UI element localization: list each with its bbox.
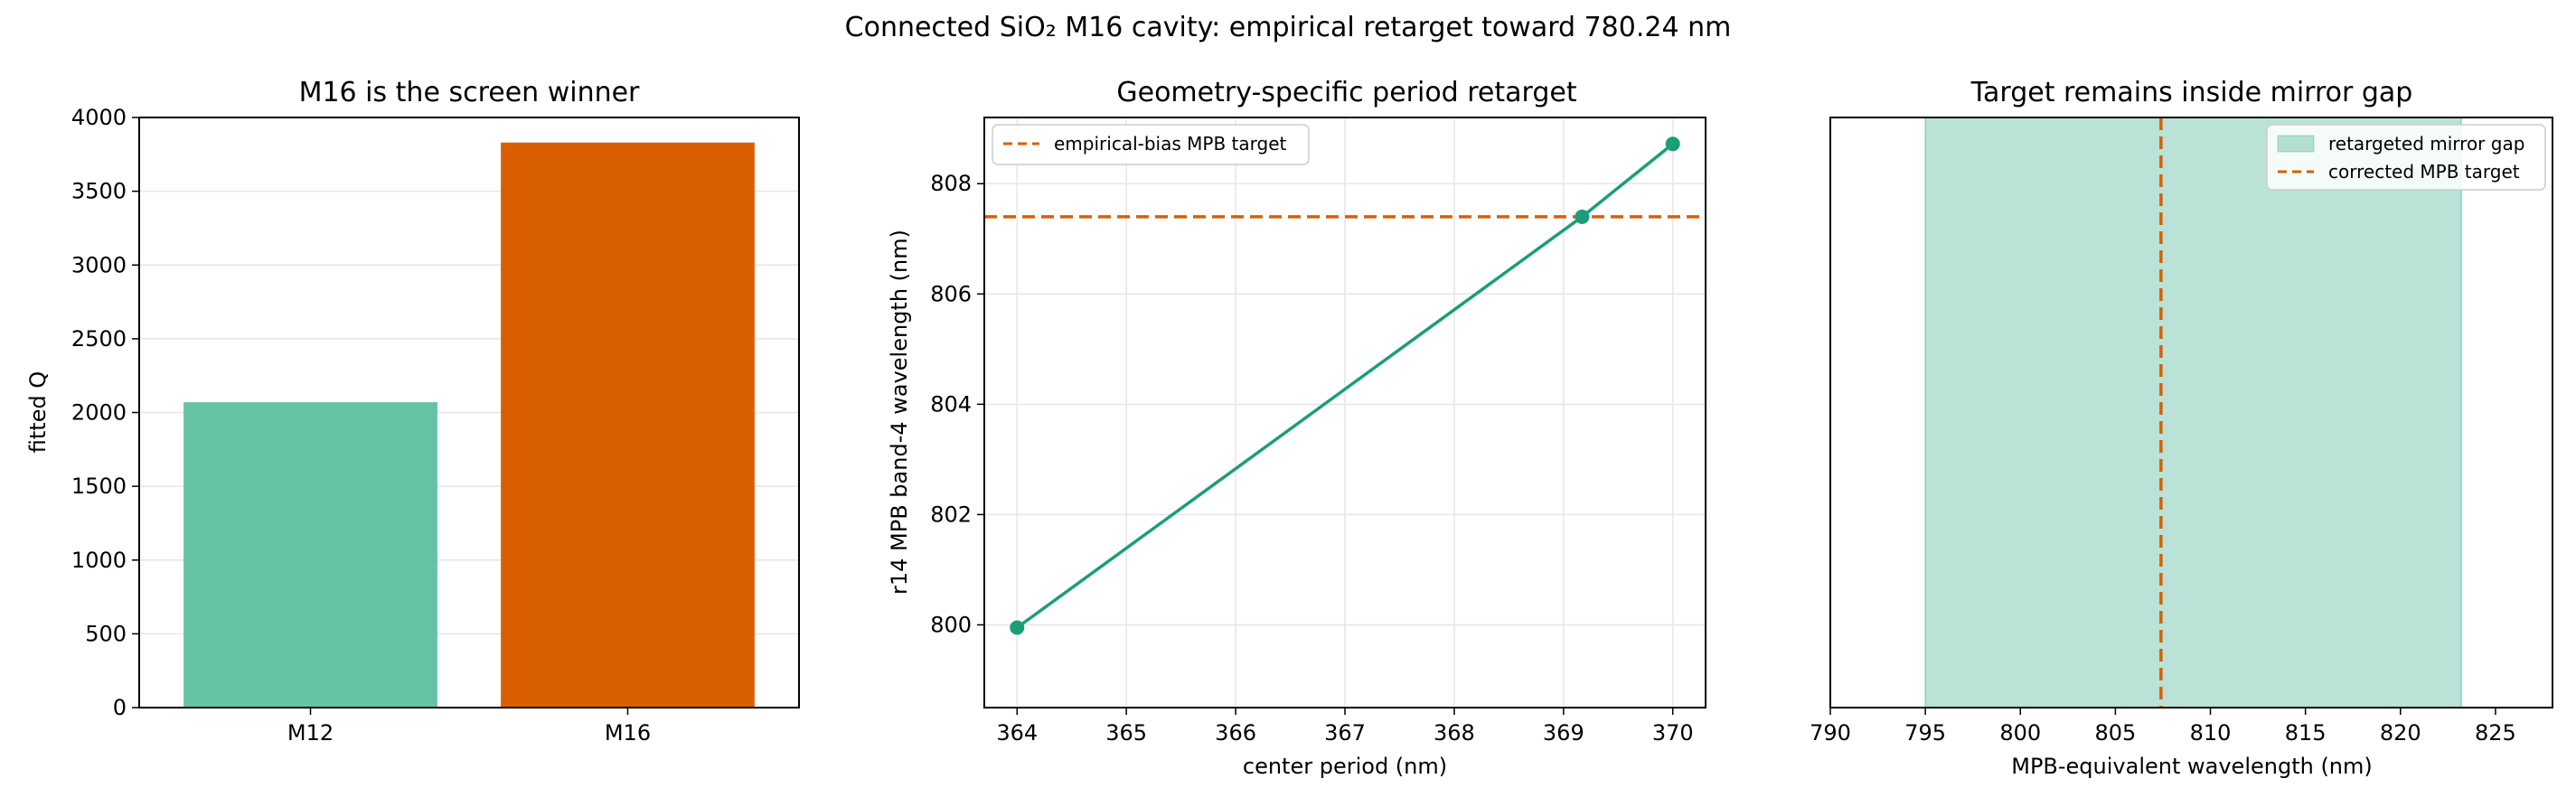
panel-1-bars: [183, 142, 755, 708]
y-tick-label: 808: [930, 171, 972, 196]
x-tick-label: 364: [996, 720, 1038, 746]
panel-3-plot: [1924, 117, 2463, 708]
y-tick-label: 2500: [71, 326, 127, 352]
panel-3-axes-frame: [1829, 117, 2553, 708]
x-tick-label: 795: [1904, 720, 1946, 746]
y-tick-label: 1500: [71, 474, 127, 499]
y-tick-label: 802: [930, 502, 972, 527]
bar-m12: [183, 402, 437, 708]
legend-label-hline: empirical-bias MPB target: [1054, 133, 1286, 155]
data-point: [1010, 620, 1025, 635]
y-tick-label: 3500: [71, 179, 127, 204]
y-tick-label: 500: [85, 621, 127, 646]
mirror-gap-span: [1924, 117, 2463, 708]
panel-1-ticks: 0 500 1000 1500 2000 2500 3000 3500 4000 M12 M16: [71, 105, 651, 746]
figure-title: Connected SiO₂ M16 cavity: empirical ret…: [845, 12, 1732, 43]
panel-span-chart: Target remains inside mirror gap 790 795 8…: [1810, 77, 2553, 779]
y-tick-label: 2000: [71, 400, 127, 426]
data-point: [1575, 209, 1590, 224]
y-tick-label: 800: [930, 612, 972, 637]
legend-label-span: retargeted mirror gap: [2328, 133, 2524, 155]
x-tick-label: 805: [2094, 720, 2136, 746]
panel-2-x-axis-label: center period (nm): [1243, 754, 1447, 779]
x-tick-label: 366: [1215, 720, 1256, 746]
panel-2-plot: [984, 136, 1706, 635]
x-tick-label: 370: [1652, 720, 1694, 746]
x-tick-label: 369: [1543, 720, 1584, 746]
y-tick-label: 3000: [71, 252, 127, 277]
panel-3-x-axis-label: MPB-equivalent wavelength (nm): [2011, 754, 2373, 779]
panel-3-legend: retargeted mirror gap corrected MPB targ…: [2266, 124, 2546, 191]
panel-3-ticks: 790 795 800 805 810 815 820 825: [1810, 708, 2516, 746]
panel-bar-chart: M16 is the screen winner 0 500 1000 1500 200…: [25, 77, 800, 746]
panel-2-ticks: 364 365 366 367 368 369 370 800 802 804 806 808: [930, 171, 1693, 746]
y-tick-label: 0: [113, 695, 127, 720]
panel-line-chart: Geometry-specific period retarget 364 365…: [887, 77, 1706, 779]
x-tick-label: 800: [1999, 720, 2041, 746]
data-point: [1665, 136, 1680, 152]
panel-1-title: M16 is the screen winner: [299, 77, 640, 108]
panel-2-legend: empirical-bias MPB target: [992, 124, 1310, 165]
x-tick-label: 367: [1324, 720, 1366, 746]
bar-m16: [501, 142, 755, 708]
x-tick-label: M12: [287, 720, 334, 746]
x-tick-label: 825: [2475, 720, 2516, 746]
x-tick-label: 790: [1810, 720, 1851, 746]
x-tick-label: 820: [2380, 720, 2421, 746]
x-tick-label: 368: [1434, 720, 1475, 746]
y-tick-label: 1000: [71, 548, 127, 573]
y-tick-label: 806: [930, 281, 972, 306]
panel-2-y-axis-label: r14 MPB band-4 wavelength (nm): [887, 230, 912, 595]
x-tick-label: 815: [2285, 720, 2327, 746]
x-tick-label: M16: [605, 720, 651, 746]
panel-3-title: Target remains inside mirror gap: [1970, 77, 2413, 108]
panel-1-y-axis-label: fitted Q: [25, 371, 51, 453]
x-tick-label: 365: [1105, 720, 1147, 746]
legend-label-vline: corrected MPB target: [2328, 161, 2520, 183]
x-tick-label: 810: [2190, 720, 2232, 746]
y-tick-label: 804: [930, 391, 972, 417]
y-tick-label: 4000: [71, 105, 127, 130]
panel-2-title: Geometry-specific period retarget: [1116, 77, 1576, 108]
legend-swatch-span: [2277, 135, 2315, 153]
